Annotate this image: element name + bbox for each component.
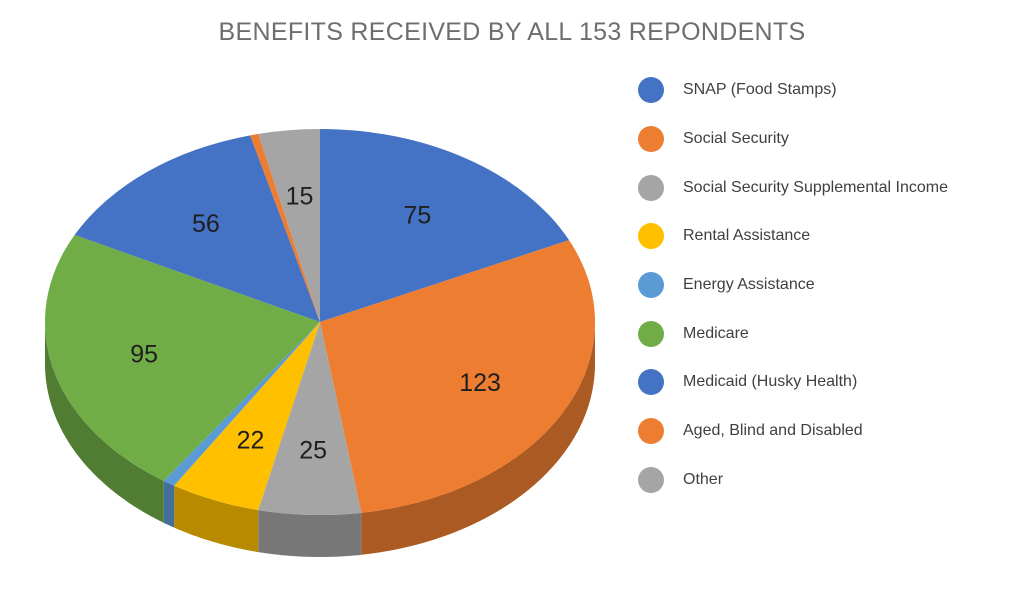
data-label-other: 15 [286, 182, 314, 210]
legend-item-energy-assistance: Energy Assistance [638, 261, 948, 310]
pie-slice-aged-blind-and-disabled [250, 133, 320, 322]
legend-item-snap-food-stamps: SNAP (Food Stamps) [638, 66, 948, 115]
data-label-rental-assistance: 22 [237, 427, 265, 455]
pie-slice-energy-assistance [163, 322, 320, 486]
legend-item-social-security-supplemental-income: Social Security Supplemental Income [638, 163, 948, 212]
pie-side-rental-assistance [174, 485, 259, 553]
legend-label: Energy Assistance [683, 276, 815, 294]
data-label-social-security-supplemental-income: 25 [299, 436, 327, 464]
legend-swatch [638, 320, 664, 347]
legend-item-aged-blind-and-disabled: Aged, Blind and Disabled [638, 407, 948, 456]
legend-swatch [638, 126, 664, 153]
legend-label: SNAP (Food Stamps) [683, 81, 837, 99]
data-label-snap-food-stamps: 75 [403, 202, 431, 230]
legend-label: Medicaid (Husky Health) [683, 373, 858, 391]
pie-side-energy-assistance [163, 480, 175, 528]
legend-swatch [638, 272, 664, 299]
pie-slice-rental-assistance [174, 322, 320, 511]
data-label-medicare: 95 [130, 340, 158, 368]
legend-swatch [638, 466, 664, 493]
pie-side-social-security [361, 322, 595, 555]
legend-swatch [638, 223, 664, 250]
legend: SNAP (Food Stamps) Social Security Social … [638, 66, 948, 504]
legend-swatch [638, 174, 664, 201]
legend-swatch [638, 369, 664, 396]
legend-swatch [638, 77, 664, 104]
legend-item-medicaid-husky-health: Medicaid (Husky Health) [638, 358, 948, 407]
pie-slice-medicaid-husky-health [74, 135, 320, 322]
legend-item-medicare: Medicare [638, 309, 948, 358]
legend-label: Medicare [683, 324, 749, 342]
legend-item-rental-assistance: Rental Assistance [638, 212, 948, 261]
data-label-social-security: 123 [459, 369, 501, 397]
legend-swatch [638, 418, 664, 445]
chart-title: BENEFITS RECEIVED BY ALL 153 REPONDENTS [218, 18, 806, 46]
pie-slice-social-security [320, 240, 595, 513]
pie-side-social-security-supplemental-income [258, 510, 362, 557]
legend-item-other: Other [638, 456, 948, 505]
pie-slice-snap-food-stamps [320, 129, 570, 322]
pie-slice-medicare [44, 234, 321, 481]
data-label-medicaid-husky-health: 56 [192, 210, 220, 238]
legend-label: Rental Assistance [683, 227, 811, 245]
pie-slice-other [258, 129, 320, 322]
pie-slice-social-security-supplemental-income [258, 322, 362, 515]
legend-label: Other [683, 470, 724, 488]
legend-item-social-security: Social Security [638, 115, 948, 164]
legend-label: Aged, Blind and Disabled [683, 422, 863, 440]
pie-side-medicare [45, 322, 164, 523]
legend-label: Social Security Supplemental Income [683, 178, 949, 196]
legend-label: Social Security [683, 130, 789, 148]
